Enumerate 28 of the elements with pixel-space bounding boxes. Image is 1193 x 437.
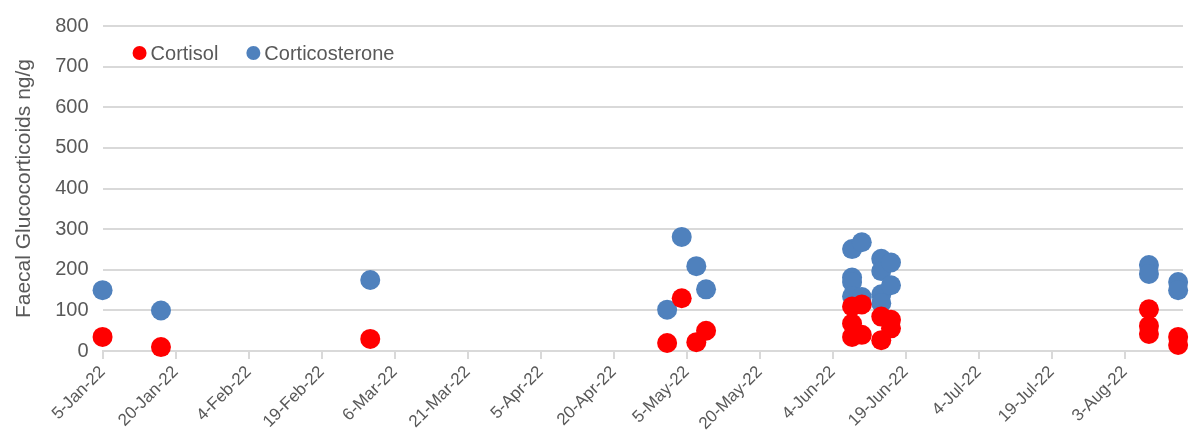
- legend-label: Cortisol: [150, 41, 219, 64]
- point: [360, 328, 381, 349]
- point: [150, 300, 171, 321]
- legend-label: Corticosterone: [264, 41, 395, 64]
- point: [686, 256, 707, 277]
- y-tick-label: 200: [55, 257, 89, 280]
- y-tick-label: 500: [55, 135, 89, 158]
- point: [150, 337, 171, 358]
- point: [657, 299, 678, 320]
- y-tick-label: 700: [55, 54, 89, 77]
- y-tick-label: 300: [55, 216, 89, 239]
- point: [1138, 299, 1159, 320]
- y-tick-label: 0: [77, 338, 89, 361]
- point: [671, 226, 692, 247]
- point: [360, 270, 381, 290]
- y-tick-label: 600: [55, 94, 89, 117]
- y-tick-label: 100: [55, 297, 89, 320]
- point: [851, 232, 872, 253]
- y-tick-label: 400: [55, 176, 89, 199]
- y-tick-label: 800: [55, 13, 89, 36]
- point: [696, 320, 717, 341]
- point: [671, 288, 692, 309]
- point: [92, 326, 113, 347]
- point: [657, 332, 678, 353]
- point: [92, 280, 113, 301]
- point: [696, 279, 717, 300]
- point: [880, 275, 901, 296]
- y-axis-title: Faecal Glucocorticoids ng/g: [11, 58, 35, 319]
